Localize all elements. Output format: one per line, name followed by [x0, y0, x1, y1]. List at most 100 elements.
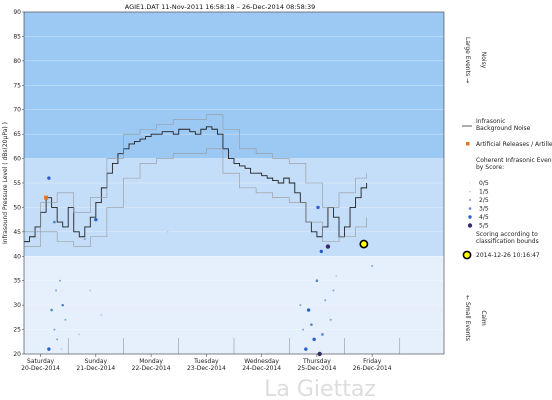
y-tick-label: 35 [13, 278, 21, 285]
legend-noise-label: Background Noise [476, 125, 531, 132]
legend-score-swatch [467, 223, 473, 228]
event-point-score-2 [329, 318, 332, 321]
event-point-score-3 [315, 279, 319, 283]
y-tick-label: 75 [13, 82, 21, 89]
legend-artillery-swatch [466, 142, 470, 146]
y-tick-label: 85 [13, 33, 21, 40]
event-point-score-2 [83, 238, 86, 241]
x-tick-date-label: 23-Dec-2014 [187, 365, 226, 372]
legend-score-swatch [468, 207, 472, 210]
legend-artillery-label: Artificial Releases / Artillery [476, 141, 552, 148]
legend-highlight-swatch [462, 250, 472, 260]
series-line-envelope-1 [24, 114, 367, 233]
legend-score-label: 2/5 [479, 197, 489, 204]
y-axis-label: Infrasound Pressure Level ( dBs(20µPa) ) [2, 122, 9, 244]
x-tick-day-label: Friday [363, 358, 382, 365]
right-label-noisy: Noisy [480, 52, 487, 69]
event-point-score-5 [325, 244, 331, 249]
right-label-calm: Calm [480, 310, 487, 326]
series-layer [24, 114, 368, 247]
event-point-score-1 [78, 333, 81, 336]
right-label-small-events: ← Small Events [464, 295, 471, 341]
event-point-score-3 [310, 323, 313, 326]
legend-scoring-label: Scoring according to [476, 231, 538, 238]
x-tick-date-label: 21-Dec-2014 [76, 365, 115, 372]
event-point-score-4 [306, 308, 311, 312]
x-tick-day-label: Sunday [85, 358, 108, 365]
event-point-score-4 [94, 217, 98, 222]
y-tick-label: 50 [13, 204, 21, 211]
chart-title: AGIE1.DAT 11-Nov-2011 16:58:18 – 26-Dec-… [125, 3, 315, 11]
event-point-score-2 [58, 279, 61, 282]
y-tick-label: 70 [13, 107, 21, 114]
watermark: La Giettaz [264, 377, 376, 400]
y-tick-label: 55 [13, 180, 21, 187]
legend-score-label: 4/5 [479, 214, 489, 221]
legend-noise-label: Infrasonic [476, 118, 505, 125]
event-point-score-4 [47, 176, 51, 180]
event-point-score-1 [166, 231, 169, 233]
legend-score-swatch [469, 182, 471, 184]
y-tick-label: 30 [13, 302, 21, 309]
legend-coherent-label: Coherent Infrasonic Events, [476, 157, 552, 164]
right-side-labels: Large Events → Noisy ← Small Events Calm [464, 37, 487, 341]
series-line-background-noise [24, 126, 368, 243]
legend-score-label: 5/5 [479, 223, 489, 230]
event-point-score-4 [316, 205, 320, 210]
legend-score-label: 3/5 [479, 206, 489, 213]
right-label-large-events: Large Events → [464, 37, 471, 83]
x-tick-day-label: Thursday [302, 358, 331, 365]
x-tick-day-label: Saturday [27, 358, 54, 365]
event-point-score-2 [332, 289, 335, 292]
event-point-score-2 [302, 328, 305, 331]
event-point-score-2 [55, 289, 58, 292]
event-point-score-2 [56, 338, 59, 341]
x-tick-date-label: 20-Dec-2014 [21, 365, 60, 372]
y-tick-label: 20 [13, 351, 21, 358]
series-line-envelope-2 [24, 148, 367, 247]
y-tick-label: 25 [13, 327, 21, 334]
event-point-score-3 [61, 303, 64, 307]
legend-highlight-label: 2014-12-26 10:16:47 [476, 252, 540, 259]
legend-score-swatch [469, 199, 471, 201]
legend-score-swatch [469, 190, 471, 193]
y-tick-label: 40 [13, 253, 21, 260]
axes: 20 25 30 35 40 45 50 55 60 65 70 75 80 85 90 Infrasound… [2, 9, 445, 372]
x-tick-day-label: Tuesday [193, 358, 219, 365]
y-tick-label: 65 [13, 131, 21, 138]
events-layer [44, 176, 374, 357]
event-point-score-2 [53, 328, 56, 331]
event-point-score-2 [371, 265, 374, 268]
legend-scoring-label: classification bounds [476, 238, 539, 245]
event-point-score-4 [47, 347, 51, 351]
x-tick-day-label: Wednesday [244, 358, 279, 365]
legend-coherent-label: by Score: [476, 164, 504, 171]
legend-score-label: 1/5 [479, 189, 489, 196]
event-highlight-marker [359, 239, 369, 249]
event-point-score-4 [312, 337, 316, 342]
y-tick-label: 60 [13, 156, 21, 163]
x-tick-day-label: Monday [139, 358, 163, 365]
event-point-score-1 [89, 289, 92, 292]
event-point-score-2 [64, 318, 67, 321]
legend-score-swatch [468, 215, 472, 219]
event-point-score-3 [321, 333, 324, 336]
x-tick-date-label: 25-Dec-2014 [297, 365, 336, 372]
x-tick-date-label: 26-Dec-2014 [353, 365, 392, 372]
event-point-score-3 [53, 220, 56, 224]
event-point-score-1 [60, 348, 63, 350]
y-tick-label: 80 [13, 58, 21, 65]
event-point-score-4 [304, 347, 308, 351]
event-artillery-marker [44, 195, 49, 200]
x-tick-date-label: 24-Dec-2014 [242, 365, 281, 372]
y-tick-label: 45 [13, 229, 21, 236]
event-point-score-1 [335, 275, 338, 277]
event-point-score-3 [50, 308, 53, 312]
event-point-score-1 [100, 314, 103, 316]
event-point-score-4 [319, 249, 324, 254]
y-tick-label: 90 [13, 9, 21, 16]
legend-score-label: 0/5 [479, 180, 489, 187]
event-point-score-2 [324, 299, 327, 302]
